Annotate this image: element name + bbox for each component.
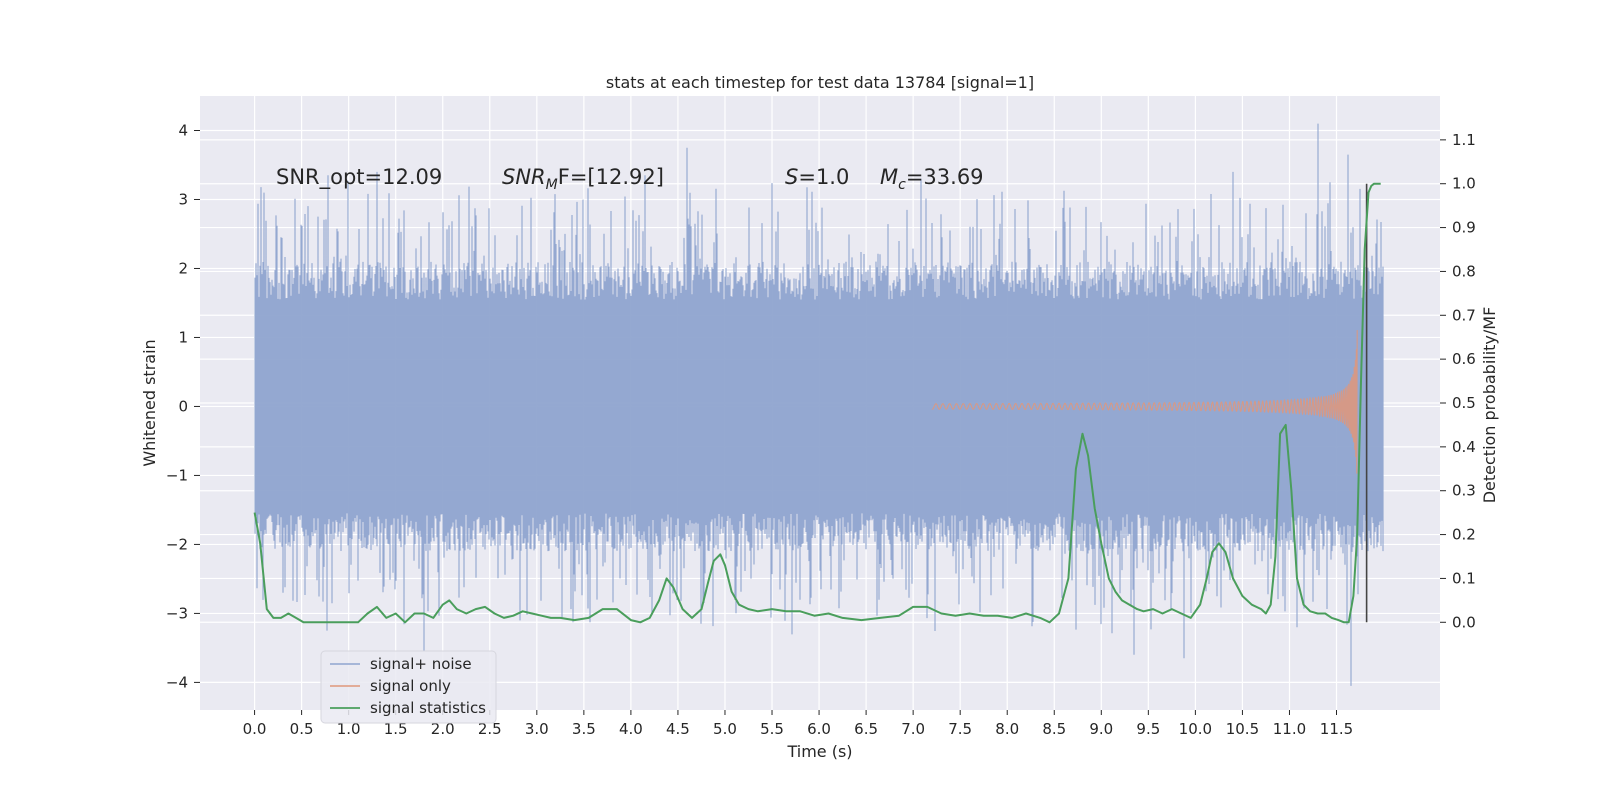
x-tick-label: 3.0 <box>525 720 549 738</box>
x-tick-label: 8.0 <box>995 720 1019 738</box>
x-tick-label: 4.5 <box>666 720 690 738</box>
y-tick-label: −4 <box>166 673 188 691</box>
legend: signal+ noise signal only signal statist… <box>320 650 497 724</box>
annotation-snr-mf: SNRMF=[12.92] <box>502 165 664 193</box>
annotation-mc-var: M <box>880 165 898 189</box>
annotation-s: S=1.0 <box>785 165 849 189</box>
x-tick-label: 2.0 <box>431 720 455 738</box>
annotations: SNR_opt=12.09 SNRMF=[12.92] S=1.0 Mc=33.… <box>276 165 984 193</box>
annotation-s-val: =1.0 <box>798 165 849 189</box>
annotation-snr-mf-sub: M <box>546 177 558 193</box>
x-tick-label: 7.5 <box>948 720 972 738</box>
x-tick-label: 0.5 <box>290 720 314 738</box>
annotation-mc-sub: c <box>898 177 906 193</box>
x-tick-label: 6.5 <box>854 720 878 738</box>
annotation-s-var: S <box>785 165 798 189</box>
series-signal-only <box>931 330 1358 474</box>
x-tick-label: 7.0 <box>901 720 925 738</box>
y-tick-label: 4 <box>178 121 188 139</box>
x-tick-label: 5.0 <box>713 720 737 738</box>
series-signal-statistics <box>253 182 1381 624</box>
x-tick-label: 3.5 <box>572 720 596 738</box>
y-right-tick-label: 0.3 <box>1452 482 1476 500</box>
y-tick-label: −3 <box>166 604 188 622</box>
y-right-tick-label: 0.0 <box>1452 613 1476 631</box>
legend-label-signal-statistics: signal statistics <box>370 699 486 717</box>
x-tick-label: 11.5 <box>1320 720 1353 738</box>
y-right-tick-label: 1.0 <box>1452 175 1476 193</box>
y-tick-label: 3 <box>178 190 188 208</box>
annotation-snr-mf-main: SNR <box>502 165 546 189</box>
y-right-tick-label: 0.7 <box>1452 306 1476 324</box>
y-right-tick-label: 1.1 <box>1452 131 1476 149</box>
y-right-tick-label: 0.5 <box>1452 394 1476 412</box>
x-tick-label: 1.5 <box>384 720 408 738</box>
x-tick-label: 9.0 <box>1089 720 1113 738</box>
annotation-mc-val: =33.69 <box>906 165 984 189</box>
series-layer <box>253 123 1384 686</box>
y-right-tick-label: 0.9 <box>1452 219 1476 237</box>
tick-labels: 0.0 0.5 1.0 1.5 2.0 2.5 3.0 3.5 4.0 4.5 5.0 5.5 6.0 6… <box>166 121 1476 738</box>
series-signal-noise <box>254 123 1384 686</box>
y-tick-label: 0 <box>178 397 188 415</box>
x-tick-label: 10.0 <box>1179 720 1212 738</box>
y-tick-label: −1 <box>166 466 188 484</box>
y-right-axis-label: Detection probability/MF <box>1480 307 1499 504</box>
annotation-mc: Mc=33.69 <box>880 165 984 193</box>
y-tick-label: −2 <box>166 535 188 553</box>
y-right-tick-label: 0.2 <box>1452 526 1476 544</box>
y-right-tick-label: 0.8 <box>1452 262 1476 280</box>
x-tick-label: 6.0 <box>807 720 831 738</box>
x-tick-label: 1.0 <box>337 720 361 738</box>
x-tick-label: 5.5 <box>760 720 784 738</box>
x-tick-label: 4.0 <box>619 720 643 738</box>
chart-title: stats at each timestep for test data 137… <box>606 73 1034 92</box>
y-right-tick-label: 0.4 <box>1452 438 1476 456</box>
x-tick-label: 8.5 <box>1042 720 1066 738</box>
y-tick-label: 1 <box>178 328 188 346</box>
y-right-tick-label: 0.6 <box>1452 350 1476 368</box>
legend-box <box>320 650 497 724</box>
legend-label-signal-only: signal only <box>370 677 451 695</box>
x-tick-label: 0.0 <box>243 720 267 738</box>
x-tick-label: 2.5 <box>478 720 502 738</box>
x-tick-label: 10.5 <box>1226 720 1259 738</box>
annotation-snr-mf-tail: F=[12.92] <box>558 165 664 189</box>
x-tick-label: 9.5 <box>1136 720 1160 738</box>
legend-label-signal-noise: signal+ noise <box>370 655 472 673</box>
y-axis-label: Whitened strain <box>140 339 159 466</box>
y-right-tick-label: 0.1 <box>1452 569 1476 587</box>
annotation-snr-opt: SNR_opt=12.09 <box>276 165 442 190</box>
x-axis-label: Time (s) <box>786 742 852 761</box>
x-tick-label: 11.0 <box>1273 720 1306 738</box>
y-tick-label: 2 <box>178 259 188 277</box>
